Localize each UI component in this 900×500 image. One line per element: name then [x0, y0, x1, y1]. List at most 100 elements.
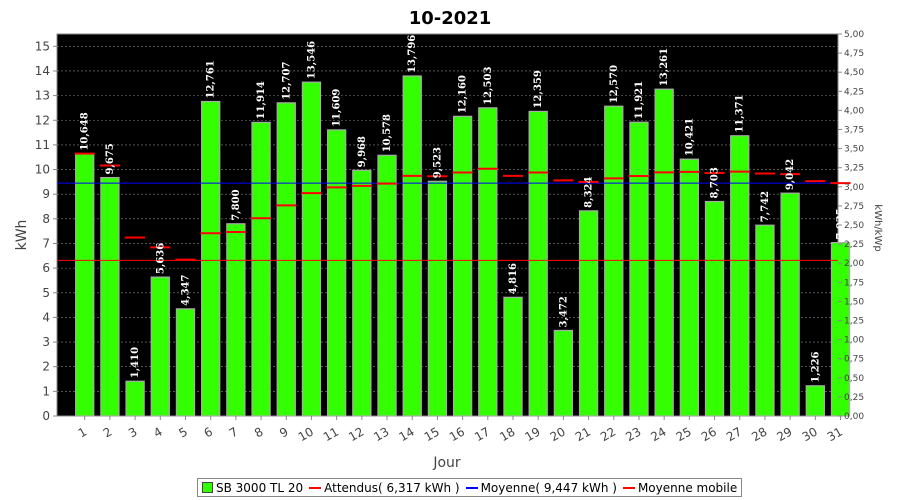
x-tick-label: 5	[176, 424, 190, 440]
data-label: 10,648	[80, 112, 91, 150]
data-label: 11,921	[634, 81, 645, 119]
legend-item-moving-average: Moyenne mobile	[622, 480, 738, 495]
bars	[75, 75, 851, 417]
x-tick-label: 19	[522, 424, 542, 444]
y-tick-label: 10	[35, 163, 50, 177]
bar	[301, 81, 322, 417]
data-label: 4,347	[180, 275, 191, 306]
y2-tick-label: 1,25	[844, 317, 864, 327]
legend-label-moving-average: Moyenne mobile	[637, 480, 738, 495]
x-tick-label: 12	[346, 424, 366, 444]
x-tick-label: 21	[573, 424, 593, 444]
bar	[654, 88, 674, 417]
data-label: 12,160	[458, 75, 469, 113]
y2-tick-label: 2,75	[844, 202, 864, 212]
bar	[478, 107, 498, 417]
x-tick-label: 16	[447, 424, 467, 444]
data-label: 4,816	[508, 263, 519, 294]
y-tick-label: 11	[35, 138, 50, 152]
x-tick-label: 22	[598, 424, 618, 444]
y-tick-label: 2	[42, 360, 50, 374]
legend-label-expected: Attendus( 6,317 kWh )	[324, 480, 460, 495]
y2-tick-label: 2,25	[844, 240, 864, 250]
bar	[377, 154, 397, 417]
x-axis: 1 2 3 4 5 6 7 8 9 10 11 12 13 14 15 16 17 18 19 20 21 22 23 24 2…	[76, 416, 845, 444]
x-tick-label: 4	[151, 424, 165, 440]
x-tick-label: 7	[227, 424, 241, 440]
bar	[679, 158, 700, 417]
x-tick-label: 15	[422, 424, 442, 444]
legend-item-expected: Attendus( 6,317 kWh )	[309, 480, 460, 495]
chart-title: 10-2021	[409, 8, 492, 29]
data-label: 11,371	[735, 94, 746, 132]
x-tick-label: 1	[76, 424, 90, 440]
bar	[780, 192, 800, 417]
x-tick-label: 14	[396, 424, 416, 444]
y2-tick-label: 3,50	[844, 145, 864, 155]
bar	[326, 129, 347, 417]
y2-tick-label: 2,00	[844, 259, 864, 269]
y-tick-label: 9	[42, 187, 50, 201]
legend-label-production: SB 3000 TL 20	[216, 480, 304, 495]
data-label: 7,800	[231, 189, 242, 220]
y2-tick-label: 3,25	[844, 164, 864, 174]
y2-tick-label: 1,75	[844, 278, 864, 288]
legend-item-production: SB 3000 TL 20	[202, 481, 303, 495]
y-tick-label: 0	[42, 409, 50, 423]
x-tick-label: 20	[548, 424, 568, 444]
bar	[730, 135, 750, 417]
data-label: 12,503	[483, 67, 494, 105]
x-tick-label: 31	[825, 424, 845, 444]
data-label: 13,261	[659, 48, 670, 86]
data-labels: 10,648 9,675 1,410 5,636 4,347 12,761 7,800 11,…	[80, 35, 847, 383]
y-axis-label: kWh	[14, 220, 30, 251]
x-tick-label: 26	[699, 424, 719, 444]
x-tick-label: 3	[126, 424, 140, 440]
y2-tick-label: 0,75	[844, 355, 864, 365]
data-label: 9,042	[785, 159, 796, 190]
data-label: 9,523	[432, 147, 443, 178]
y-tick-label: 15	[35, 39, 50, 53]
data-label: 11,914	[256, 81, 267, 119]
bar	[528, 110, 548, 417]
x-tick-label: 25	[674, 424, 694, 444]
y2-tick-label: 4,75	[844, 49, 864, 59]
y-tick-label: 3	[42, 335, 50, 349]
data-label: 10,421	[684, 118, 695, 156]
data-label: 9,675	[105, 143, 116, 174]
bar	[402, 75, 422, 417]
bar	[629, 121, 649, 417]
bar	[452, 115, 473, 417]
x-tick-label: 17	[472, 424, 492, 444]
data-label: 7,035	[836, 208, 847, 239]
y2-axis-label: kWh/kWp	[872, 204, 883, 251]
y2-tick-label: 0,50	[844, 374, 864, 384]
x-axis-label: Jour	[432, 455, 461, 471]
y2-tick-label: 3,00	[844, 183, 864, 193]
data-label: 12,761	[206, 60, 217, 98]
y2-tick-label: 3,75	[844, 126, 864, 136]
x-tick-label: 8	[252, 424, 266, 440]
y2-tick-label: 4,50	[844, 68, 864, 78]
legend-swatch-moving-average	[622, 486, 635, 489]
data-label: 12,707	[281, 62, 292, 100]
bar	[226, 223, 246, 417]
legend-swatch-production	[202, 482, 213, 493]
bar	[150, 276, 170, 417]
y2-tick-label: 0,00	[844, 412, 864, 422]
y-tick-label: 13	[35, 89, 50, 103]
y2-tick-label: 2,50	[844, 221, 864, 231]
data-label: 7,742	[760, 191, 771, 222]
bar	[352, 169, 372, 417]
x-tick-label: 13	[371, 424, 391, 444]
data-label: 12,570	[609, 65, 620, 103]
data-label: 8,324	[584, 176, 595, 207]
y-tick-label: 1	[42, 384, 50, 398]
y2-tick-label: 4,00	[844, 106, 864, 116]
y2-tick-label: 1,00	[844, 336, 864, 346]
legend: SB 3000 TL 20 Attendus( 6,317 kWh ) Moye…	[197, 478, 743, 497]
y-tick-label: 14	[35, 64, 50, 78]
bar	[427, 180, 448, 417]
data-label: 8,703	[710, 167, 721, 198]
